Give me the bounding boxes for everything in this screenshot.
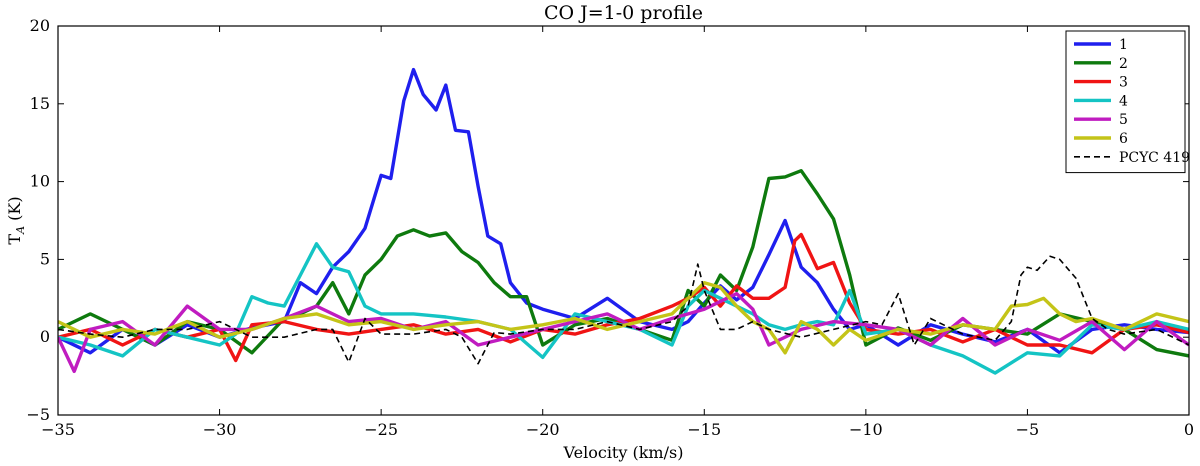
y-tick-label: 0 <box>40 327 50 346</box>
x-tick-label: −20 <box>526 420 560 439</box>
y-tick-label: 10 <box>30 172 50 191</box>
y-tick-label: 5 <box>40 249 50 268</box>
y-axis-label-sub: A <box>14 226 27 235</box>
x-tick-label: −10 <box>849 420 883 439</box>
legend-label: 2 <box>1119 56 1128 72</box>
legend-label: 1 <box>1119 37 1128 53</box>
y-tick-label: 20 <box>30 16 50 35</box>
legend-label: 4 <box>1119 93 1128 109</box>
x-tick-label: 0 <box>1184 420 1194 439</box>
y-axis-label-main: T <box>5 234 24 245</box>
x-tick-label: −5 <box>1016 420 1040 439</box>
x-tick-label: −35 <box>41 420 75 439</box>
plot-area <box>57 25 1190 416</box>
x-tick-label: −15 <box>687 420 721 439</box>
x-axis-label: Velocity (km/s) <box>563 443 684 462</box>
legend-label: 5 <box>1119 112 1128 128</box>
legend-label: 6 <box>1119 131 1128 147</box>
y-tick-label: 15 <box>30 94 50 113</box>
series-line-pcyc-419 <box>58 255 1189 365</box>
series-layer <box>58 67 1189 375</box>
series-line-5 <box>58 291 1189 374</box>
legend: 1 2 3 4 5 6 PCYC 419 <box>1065 30 1190 174</box>
series-line-1 <box>58 67 1189 355</box>
y-axis-label-unit: (K) <box>5 196 24 226</box>
y-axis-label: TA (K) <box>5 196 27 244</box>
x-tick-label: −30 <box>203 420 237 439</box>
x-tick-label: −25 <box>364 420 398 439</box>
legend-label: PCYC 419 <box>1119 150 1190 166</box>
chart-title: CO J=1-0 profile <box>544 2 703 24</box>
series-line-6 <box>58 281 1189 355</box>
y-tick-label: −5 <box>26 405 50 424</box>
legend-label: 3 <box>1119 75 1128 91</box>
